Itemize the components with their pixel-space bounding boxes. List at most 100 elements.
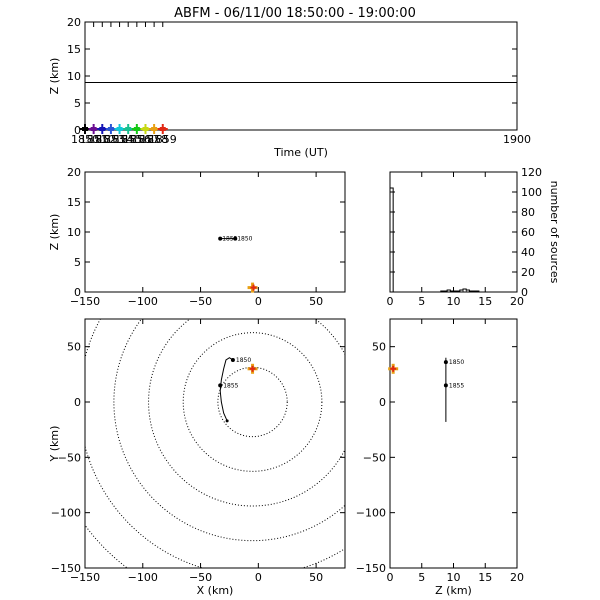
point-label: 1855 [223,382,238,389]
y-tick-label: 0 [74,286,81,299]
x-tick-label: −50 [189,571,212,584]
time-marker-square [107,127,114,131]
y-tick-label: −150 [356,562,386,575]
x-tick-label: 0 [387,571,394,584]
x-tick-label: 50 [309,295,323,308]
range-ring [113,319,345,542]
range-ring [85,524,129,568]
x-tick-label: 20 [510,571,524,584]
x-axis-label: Time (UT) [273,146,328,159]
source-track [219,357,234,422]
point-label: 1855 [449,382,464,389]
point-label: 1855 [222,236,237,243]
y-tick-label: 0 [74,124,81,137]
x-tick-label: 1856 [123,133,151,146]
x-tick-label: 20 [510,295,524,308]
y-axis-label: number of sources [548,181,561,284]
source-point [230,357,235,362]
y-tick-label: 5 [74,256,81,269]
y-tick-label: 50 [372,341,386,354]
y-tick-label: 5 [74,97,81,110]
time_height-frame [84,21,518,131]
y-axis-label: Z (km) [48,214,61,251]
time-marker-square [125,127,132,131]
x-tick-label: 1858 [140,133,168,146]
source-point [218,236,223,241]
y-tick-label: 20 [67,166,81,179]
x_height-panel: −150 −100 −50 0 50 0 5 10 15 20 Z (km) 1855 1850 [48,166,346,308]
x-axis-label: X (km) [197,584,234,597]
x-tick-label: −150 [70,295,100,308]
figure-title: ABFM - 06/11/00 18:50:00 - 19:00:00 [174,6,416,21]
y-tick-label: 10 [67,70,81,83]
source-point [218,383,223,388]
source-point [443,360,448,365]
time_height-panel: 1850185118521853185418551856185718581859… [48,16,531,159]
x-tick-label: 15 [478,295,492,308]
y-tick-label: 20 [521,266,535,279]
y-tick-label: 15 [67,43,81,56]
y-tick-label: 10 [67,226,81,239]
range-ring [217,366,288,438]
x-tick-label: −150 [70,571,100,584]
histogram-bar [389,187,394,293]
plan_view-frame [84,318,346,569]
x-tick-label: −50 [189,295,212,308]
x-tick-label: 5 [418,295,425,308]
range-ring [182,332,323,472]
height_y-frame [389,318,518,569]
x-tick-label: 0 [255,571,262,584]
y-tick-label: 0 [521,286,528,299]
y-tick-label: 60 [521,226,535,239]
time-marker-square [159,127,166,131]
y-tick-label: 100 [521,186,542,199]
y-tick-label: −100 [51,507,81,520]
y-tick-label: 15 [67,196,81,209]
histogram-outline [389,187,517,293]
y-tick-label: 40 [521,246,535,259]
x_height-frame [84,171,346,293]
time-marker-square [99,127,106,131]
time-marker-square [151,127,158,131]
point-label: 1850 [449,359,464,366]
y-tick-label: −50 [363,451,386,464]
x-tick-label: 10 [447,295,461,308]
y-axis-label: Y (km) [48,426,61,463]
time-marker-square [116,127,123,131]
range-rings [85,319,345,568]
x-tick-label: 1852 [88,133,116,146]
source-point [233,236,238,241]
time-marker-square [142,127,149,131]
time-marker-square [133,127,140,131]
x-tick-label: 50 [309,571,323,584]
x-tick-label: 1857 [131,133,159,146]
x-tick-label: 1851 [80,133,108,146]
x-tick-label: 0 [255,295,262,308]
plan_view-panel: −150 −100 −50 0 50 −150 −100 −50 0 50 X (km) Y (km)… [48,318,346,597]
point-label: 1850 [237,236,252,243]
x-axis-label: Z (km) [435,584,472,597]
x-tick-label: 0 [387,295,394,308]
histogram-bar [475,290,480,293]
y-tick-label: 0 [379,396,386,409]
x-tick-label: 1855 [114,133,142,146]
x-tick-label: 15 [478,571,492,584]
x-tick-label: 5 [418,571,425,584]
y-tick-label: 20 [67,16,81,29]
y-axis-label: Z (km) [48,58,61,95]
y-tick-label: 80 [521,206,535,219]
x-tick-label: 1859 [149,133,177,146]
source-point [225,419,229,423]
x-tick-label: 1900 [503,133,531,146]
x-tick-label: 1850 [71,133,99,146]
x-tick-label: −100 [128,295,158,308]
height_y-panel: 0 5 10 15 20 −150 −100 −50 0 50 Z (km) 1850 1855 [356,318,524,597]
y-tick-label: 50 [67,341,81,354]
x-tick-label: 1854 [106,133,134,146]
x-tick-label: −100 [128,571,158,584]
y-tick-label: −150 [51,562,81,575]
range-ring [85,319,345,568]
y-tick-label: 0 [74,396,81,409]
